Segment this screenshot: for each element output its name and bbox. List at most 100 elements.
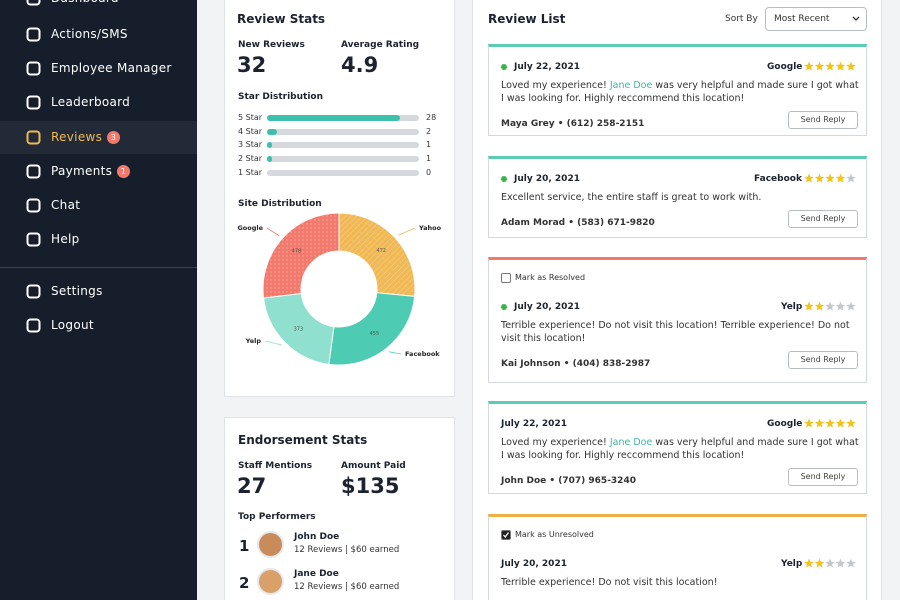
- review-link[interactable]: Jane Doe: [609, 437, 653, 448]
- send-reply-label: Send Reply: [800, 115, 846, 124]
- endorsement-card: Endorsement Stats Staff Mentions 27 Amount …: [224, 417, 455, 600]
- nav-icon: [26, 164, 41, 179]
- send-reply-button[interactable]: Send Reply: [788, 111, 858, 129]
- star-row-count: 2: [426, 126, 432, 136]
- send-reply-button[interactable]: Send Reply: [788, 351, 858, 369]
- star: [814, 173, 825, 183]
- nav-icon: [26, 130, 41, 145]
- chevron-line: [852, 16, 860, 21]
- nav-label: Help: [51, 232, 80, 246]
- review-card: Mark as Unresolved July 20, 2021 Yelp Terri…: [488, 514, 867, 600]
- slice-value: 478: [292, 249, 302, 255]
- icon-shape: [26, 130, 41, 145]
- star-row-label: 4 Star: [238, 126, 263, 136]
- review-text-part: was very helpful and made sure I got wha…: [501, 437, 859, 461]
- sidebar: Dashboard Actions/SMS Employee Manager Lead…: [0, 0, 197, 600]
- nav-item[interactable]: Chat: [0, 189, 197, 222]
- star: [804, 301, 814, 311]
- nav-badge: 1: [117, 165, 130, 178]
- card-title: Endorsement Stats: [238, 433, 368, 447]
- review-text-part: Loved my experience!: [501, 437, 610, 448]
- review-text: Excellent service, the entire staff is g…: [501, 191, 863, 204]
- bar-track: [267, 169, 419, 176]
- nav-item[interactable]: Reviews 3: [0, 121, 197, 154]
- star: [846, 61, 856, 71]
- nav-item[interactable]: Actions/SMS: [0, 18, 197, 51]
- nav-badge: 3: [107, 131, 120, 144]
- review-date: July 20, 2021: [514, 302, 580, 312]
- performer-details: 12 Reviews | $60 earned: [294, 582, 400, 592]
- sort-select[interactable]: Most Recent: [765, 7, 867, 31]
- check: [503, 532, 510, 539]
- review-text: Terrible experience! Do not visit this l…: [501, 576, 863, 589]
- nav-label: Employee Manager: [51, 61, 172, 75]
- star: [814, 61, 825, 71]
- bar-track: [267, 142, 419, 149]
- stat-label: Average Rating: [341, 40, 420, 50]
- star: [825, 61, 835, 71]
- review-text-part: Loved my experience!: [501, 80, 610, 91]
- review-link[interactable]: Jane Doe: [609, 80, 653, 91]
- nav-item[interactable]: Leaderboard: [0, 86, 197, 119]
- star-row-label: 2 Star: [238, 154, 263, 164]
- nav-item[interactable]: Dashboard: [0, 0, 197, 15]
- sort-value: Most Recent: [774, 14, 830, 24]
- slice-value: 455: [370, 331, 380, 337]
- review-stats-card: Review Stats New Reviews 32 Average Rating 4…: [224, 0, 455, 397]
- stat-value: $135: [341, 474, 400, 498]
- nav-icon: [26, 27, 41, 42]
- nav-item[interactable]: Logout: [0, 309, 197, 342]
- bar-fill: [267, 128, 277, 135]
- star: [804, 558, 814, 568]
- nav-label: Actions/SMS: [51, 27, 128, 41]
- stat-value: 27: [237, 474, 267, 498]
- review-site: Google: [767, 419, 803, 429]
- star: [804, 61, 814, 71]
- icon-shape: [26, 198, 41, 213]
- star-row-count: 1: [426, 140, 432, 150]
- donut-chart: 472 Yahoo 455 Facebook 373 Yelp 478 Google: [237, 212, 442, 366]
- nav-label: Payments: [51, 164, 113, 178]
- slice-label: Facebook: [405, 350, 440, 358]
- review-text-part: Terrible experience! Do not visit this l…: [501, 320, 850, 344]
- star: [825, 418, 835, 428]
- resolve-checkbox[interactable]: [501, 530, 511, 540]
- bar-fill: [267, 156, 272, 163]
- stat-value: 32: [237, 53, 267, 77]
- performer-details: 12 Reviews | $60 earned: [294, 545, 400, 555]
- bar-track: [267, 156, 419, 163]
- section-title: Star Distribution: [238, 92, 323, 102]
- star: [804, 173, 814, 183]
- slice-label: Google: [237, 224, 263, 232]
- review-site: Yelp: [781, 559, 803, 569]
- nav-item[interactable]: Help: [0, 223, 197, 256]
- review-site: Facebook: [754, 174, 802, 184]
- star-row-count: 0: [426, 167, 432, 177]
- bar-fill: [267, 115, 400, 121]
- nav-label: Leaderboard: [51, 95, 131, 109]
- nav-icon: [26, 284, 41, 299]
- nav-item[interactable]: Employee Manager: [0, 52, 197, 85]
- icon-shape: [26, 232, 41, 247]
- review-date: July 20, 2021: [514, 174, 580, 184]
- star: [846, 173, 856, 183]
- star: [825, 558, 835, 568]
- send-reply-button[interactable]: Send Reply: [788, 468, 858, 486]
- nav-icon: [26, 318, 41, 333]
- send-reply-label: Send Reply: [800, 355, 846, 364]
- donut-slice: [328, 292, 416, 366]
- leader-line: [398, 227, 416, 236]
- donut-slice: [338, 212, 416, 297]
- nav-icon: [26, 95, 41, 110]
- review-site: Google: [767, 62, 803, 72]
- review-text-part: was very helpful and made sure I got wha…: [501, 80, 859, 104]
- nav-item[interactable]: Settings: [0, 275, 197, 308]
- review-site: Yelp: [781, 302, 803, 312]
- star-row-count: 28: [426, 113, 437, 122]
- icon-shape: [26, 0, 41, 6]
- send-reply-button[interactable]: Send Reply: [788, 210, 858, 228]
- nav-item[interactable]: Payments 1: [0, 155, 197, 188]
- nav-label: Dashboard: [51, 0, 119, 5]
- star: [814, 301, 825, 311]
- resolve-checkbox[interactable]: [501, 273, 511, 283]
